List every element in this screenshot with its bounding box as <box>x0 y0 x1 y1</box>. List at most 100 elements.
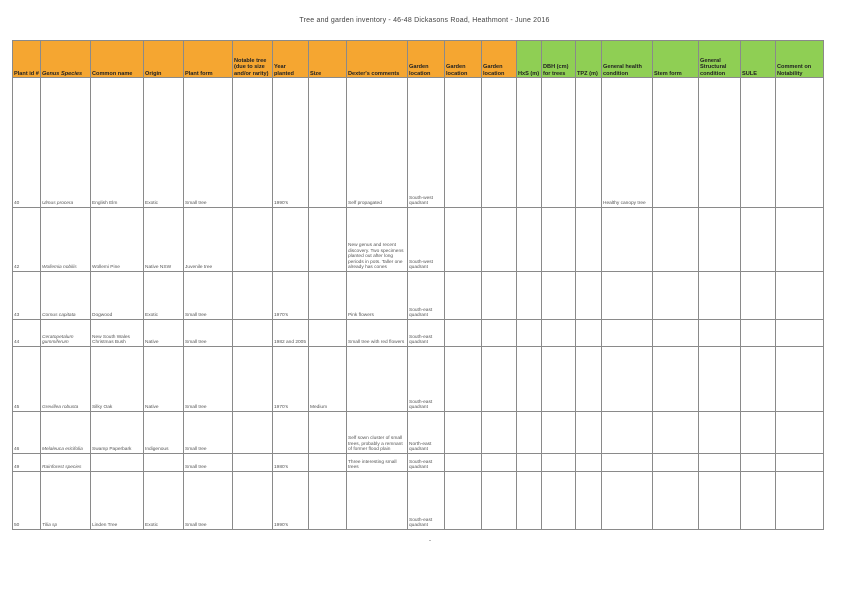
genus-cell: Wollemia nobilis <box>40 207 91 272</box>
tpz-cell <box>575 271 602 320</box>
table-row: 45 Grevillea robusta Silky Oak Native Small … <box>12 346 824 412</box>
table-row: 46 Melaleuca ericifolia Swamp Paperbark Ind… <box>12 411 824 454</box>
year-planted-cell <box>272 411 309 454</box>
column-header: Plant id # <box>12 40 41 78</box>
structural-cell <box>698 471 741 530</box>
column-header: TPZ (m) <box>575 40 602 78</box>
dbh-cell <box>541 271 576 320</box>
structural-cell <box>698 319 741 347</box>
table-row: 50 Tilia sp Linden Tree Exotic Small tree 199… <box>12 471 824 530</box>
tpz-cell <box>575 207 602 272</box>
plant-form-cell: Small tree <box>183 471 233 530</box>
garden-location-3-cell <box>481 453 517 472</box>
plant-id-cell: 43 <box>12 271 41 320</box>
garden-location-2-cell <box>444 411 482 454</box>
tpz-cell <box>575 471 602 530</box>
table-body: 40 Ulmus procera English Elm Exotic Small tr… <box>12 77 824 530</box>
origin-cell: Native NSW <box>143 207 184 272</box>
notability-cell <box>775 77 824 208</box>
size-cell <box>308 271 347 320</box>
comments-cell: Self sown cluster of small trees, probab… <box>346 411 408 454</box>
sule-cell <box>740 453 776 472</box>
notability-cell <box>775 453 824 472</box>
structural-cell <box>698 207 741 272</box>
plant-form-cell: Juvenile tree <box>183 207 233 272</box>
column-header: Common name <box>90 40 144 78</box>
notable-cell <box>232 346 273 412</box>
health-cell <box>601 319 653 347</box>
garden-location-cell: South-west quadrant <box>407 207 445 272</box>
scan-mark <box>429 540 431 541</box>
common-name-cell <box>90 453 144 472</box>
garden-location-2-cell <box>444 271 482 320</box>
tpz-cell <box>575 411 602 454</box>
stem-form-cell <box>652 411 699 454</box>
origin-cell: Exotic <box>143 77 184 208</box>
garden-location-2-cell <box>444 77 482 208</box>
dbh-cell <box>541 346 576 412</box>
origin-cell: Native <box>143 319 184 347</box>
notable-cell <box>232 271 273 320</box>
sule-cell <box>740 271 776 320</box>
notable-cell <box>232 453 273 472</box>
table-row: 40 Ulmus procera English Elm Exotic Small tr… <box>12 77 824 208</box>
common-name-cell: Swamp Paperbark <box>90 411 144 454</box>
dbh-cell <box>541 411 576 454</box>
plant-form-cell: Small tree <box>183 319 233 347</box>
sule-cell <box>740 346 776 412</box>
structural-cell <box>698 346 741 412</box>
health-cell: Healthy canopy tree <box>601 77 653 208</box>
common-name-cell: English Elm <box>90 77 144 208</box>
notable-cell <box>232 77 273 208</box>
column-header: General health condition <box>601 40 653 78</box>
inventory-table: Plant id # Genus Species Common name Origin… <box>12 40 824 530</box>
sule-cell <box>740 471 776 530</box>
comments-cell: Self propagated <box>346 77 408 208</box>
origin-cell <box>143 453 184 472</box>
comments-cell: Three interesting small trees <box>346 453 408 472</box>
garden-location-cell: South-west quadrant <box>407 77 445 208</box>
year-planted-cell: 1990's <box>272 471 309 530</box>
year-planted-cell: 1982 and 2005 <box>272 319 309 347</box>
hxs-cell <box>516 411 542 454</box>
structural-cell <box>698 271 741 320</box>
stem-form-cell <box>652 471 699 530</box>
column-header: Size <box>308 40 347 78</box>
plant-id-cell: 50 <box>12 471 41 530</box>
garden-location-cell: South-east quadrant <box>407 453 445 472</box>
column-header: HxS (m) <box>516 40 542 78</box>
common-name-cell: Silky Oak <box>90 346 144 412</box>
garden-location-cell: North-east quadrant <box>407 411 445 454</box>
common-name-cell: New South Wales Christmas Bush <box>90 319 144 347</box>
notability-cell <box>775 319 824 347</box>
garden-location-3-cell <box>481 77 517 208</box>
comments-cell <box>346 346 408 412</box>
garden-location-2-cell <box>444 453 482 472</box>
comments-cell: Pink flowers <box>346 271 408 320</box>
origin-cell: Exotic <box>143 471 184 530</box>
genus-cell: Tilia sp <box>40 471 91 530</box>
tpz-cell <box>575 319 602 347</box>
plant-form-cell: Small tree <box>183 411 233 454</box>
column-header: Garden location <box>407 40 445 78</box>
plant-id-cell: 42 <box>12 207 41 272</box>
table-row: 42 Wollemia nobilis Wollemi Pine Native NSW… <box>12 207 824 272</box>
hxs-cell <box>516 453 542 472</box>
common-name-cell: Wollemi Pine <box>90 207 144 272</box>
plant-id-cell: 40 <box>12 77 41 208</box>
garden-location-2-cell <box>444 319 482 347</box>
garden-location-3-cell <box>481 346 517 412</box>
garden-location-2-cell <box>444 207 482 272</box>
dbh-cell <box>541 207 576 272</box>
comments-cell: New genus and recent discovery. Two spec… <box>346 207 408 272</box>
genus-cell: Melaleuca ericifolia <box>40 411 91 454</box>
genus-cell: Cornus capitata <box>40 271 91 320</box>
garden-location-cell: South-east quadrant <box>407 319 445 347</box>
plant-form-cell: Small tree <box>183 346 233 412</box>
column-header: Stem form <box>652 40 699 78</box>
notability-cell <box>775 271 824 320</box>
comments-cell <box>346 471 408 530</box>
plant-id-cell: 44 <box>12 319 41 347</box>
stem-form-cell <box>652 346 699 412</box>
health-cell <box>601 471 653 530</box>
